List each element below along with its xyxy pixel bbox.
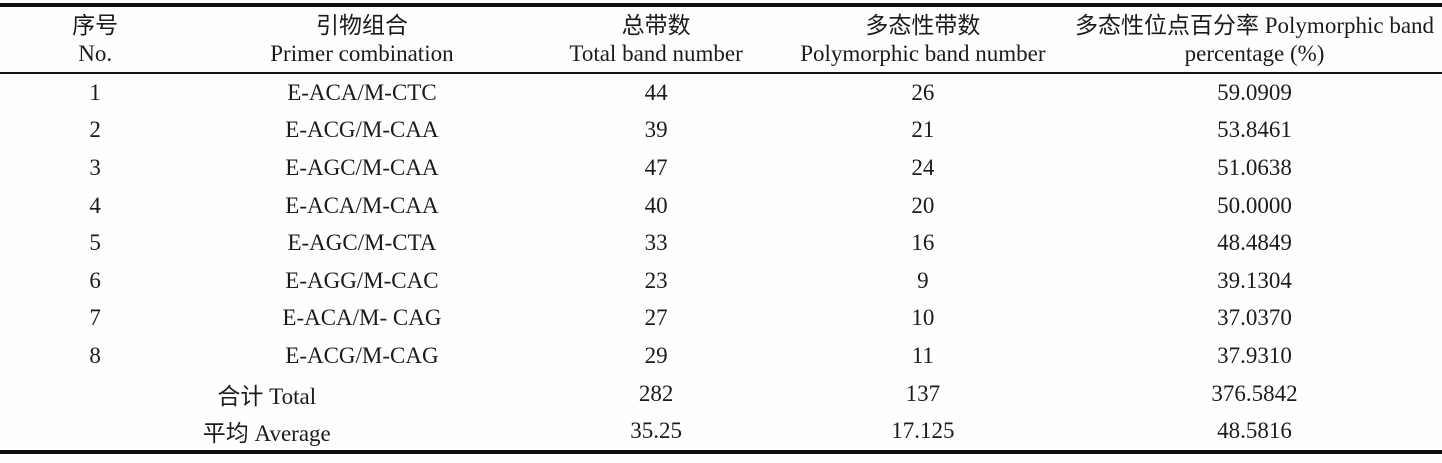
header-total-band-number: 总带数 Total band number xyxy=(534,5,779,73)
cell-total-bands: 33 xyxy=(644,230,668,256)
cell-total-bands: 39 xyxy=(644,117,668,143)
header-total-band-zh: 总带数 xyxy=(621,13,691,38)
header-no-en: No. xyxy=(78,41,113,66)
header-row: 序号 No. 引物组合 Primer combination 总带数 Total… xyxy=(0,5,1442,73)
table-body: 1 E-ACA/M-CTC 44 26 59.0909 2 E-ACG/M-CA… xyxy=(0,73,1442,452)
cell-percentage: 50.0000 xyxy=(1217,192,1292,218)
cell-average-label: 平均 Average xyxy=(202,421,331,447)
header-primer-zh: 引物组合 xyxy=(315,13,408,38)
cell-primer: E-ACA/M-CTC xyxy=(287,79,437,105)
table-row: 1 E-ACA/M-CTC 44 26 59.0909 xyxy=(0,73,1442,112)
table-row: 4 E-ACA/M-CAA 40 20 50.0000 xyxy=(0,187,1442,225)
table-row-average: 平均 Average 35.25 17.125 48.5816 xyxy=(0,412,1442,452)
cell-primer: E-ACG/M-CAG xyxy=(285,342,439,368)
header-primer-combination: 引物组合 Primer combination xyxy=(190,5,533,73)
cell-percentage: 39.1304 xyxy=(1217,267,1292,293)
cell-percentage-avg: 48.5816 xyxy=(1217,418,1292,444)
cell-polymorphic-bands: 21 xyxy=(911,117,935,143)
cell-total-bands: 40 xyxy=(644,192,668,218)
cell-no: 3 xyxy=(89,154,101,180)
cell-total-bands: 23 xyxy=(644,267,668,293)
cell-polymorphic-bands: 20 xyxy=(911,192,935,218)
cell-polymorphic-bands: 24 xyxy=(911,154,935,180)
header-primer-en: Primer combination xyxy=(270,41,454,66)
cell-primer: E-ACA/M-CAA xyxy=(285,192,439,218)
cell-total-bands: 47 xyxy=(644,154,668,180)
cell-percentage: 59.0909 xyxy=(1217,79,1292,105)
table-row: 5 E-AGC/M-CTA 33 16 48.4849 xyxy=(0,224,1442,262)
header-polymorphic-band-number: 多态性带数 Polymorphic band number xyxy=(779,5,1067,73)
cell-no: 6 xyxy=(89,267,101,293)
table-row: 6 E-AGG/M-CAC 23 9 39.1304 xyxy=(0,262,1442,300)
table-row: 3 E-AGC/M-CAA 47 24 51.0638 xyxy=(0,149,1442,187)
table-row: 8 E-ACG/M-CAG 29 11 37.9310 xyxy=(0,337,1442,375)
cell-polymorphic-bands: 10 xyxy=(911,305,935,331)
header-polymorphic-band-zh: 多态性带数 xyxy=(865,13,981,38)
cell-primer: E-ACA/M- CAG xyxy=(282,305,442,331)
cell-primer: E-AGC/M-CAA xyxy=(285,154,439,180)
cell-total-bands: 29 xyxy=(644,342,668,368)
cell-total-bands-avg: 35.25 xyxy=(630,418,682,444)
header-total-band-en: Total band number xyxy=(569,41,743,66)
cell-polymorphic-bands-avg: 17.125 xyxy=(891,418,955,444)
table-row-total: 合计 Total 282 137 376.5842 xyxy=(0,375,1442,413)
cell-primer: E-AGG/M-CAC xyxy=(285,267,439,293)
aflp-primer-polymorphism-table: 序号 No. 引物组合 Primer combination 总带数 Total… xyxy=(0,3,1442,454)
cell-percentage: 51.0638 xyxy=(1217,154,1292,180)
cell-no: 1 xyxy=(89,79,101,105)
cell-polymorphic-bands: 16 xyxy=(911,230,935,256)
header-no: 序号 No. xyxy=(0,5,190,73)
cell-polymorphic-bands: 9 xyxy=(917,267,929,293)
cell-percentage: 37.9310 xyxy=(1217,342,1292,368)
cell-no: 4 xyxy=(89,192,101,218)
cell-percentage: 48.4849 xyxy=(1217,230,1292,256)
header-percentage-line2: percentage (%) xyxy=(1184,41,1325,66)
cell-no: 2 xyxy=(89,117,101,143)
cell-no: 5 xyxy=(89,230,101,256)
cell-percentage: 53.8461 xyxy=(1217,117,1292,143)
table-row: 7 E-ACA/M- CAG 27 10 37.0370 xyxy=(0,300,1442,338)
cell-total-bands-sum: 282 xyxy=(638,380,674,406)
cell-polymorphic-bands-sum: 137 xyxy=(905,380,941,406)
cell-no: 7 xyxy=(89,305,101,331)
cell-primer: E-ACG/M-CAA xyxy=(285,117,439,143)
table-header: 序号 No. 引物组合 Primer combination 总带数 Total… xyxy=(0,5,1442,73)
cell-polymorphic-bands: 11 xyxy=(911,342,934,368)
header-polymorphic-percentage: 多态性位点百分率 Polymorphic band percentage (%) xyxy=(1067,5,1442,73)
header-no-zh: 序号 xyxy=(72,13,119,38)
header-percentage-line1: 多态性位点百分率 Polymorphic band xyxy=(1075,13,1435,38)
cell-total-bands: 44 xyxy=(644,79,668,105)
table-row: 2 E-ACG/M-CAA 39 21 53.8461 xyxy=(0,112,1442,150)
header-polymorphic-band-en: Polymorphic band number xyxy=(800,41,1046,66)
cell-total-bands: 27 xyxy=(644,305,668,331)
cell-total-label: 合计 Total xyxy=(217,383,317,409)
cell-percentage-sum: 376.5842 xyxy=(1211,380,1298,406)
cell-polymorphic-bands: 26 xyxy=(911,79,935,105)
cell-no: 8 xyxy=(89,342,101,368)
cell-percentage: 37.0370 xyxy=(1217,305,1292,331)
cell-primer: E-AGC/M-CTA xyxy=(287,230,437,256)
